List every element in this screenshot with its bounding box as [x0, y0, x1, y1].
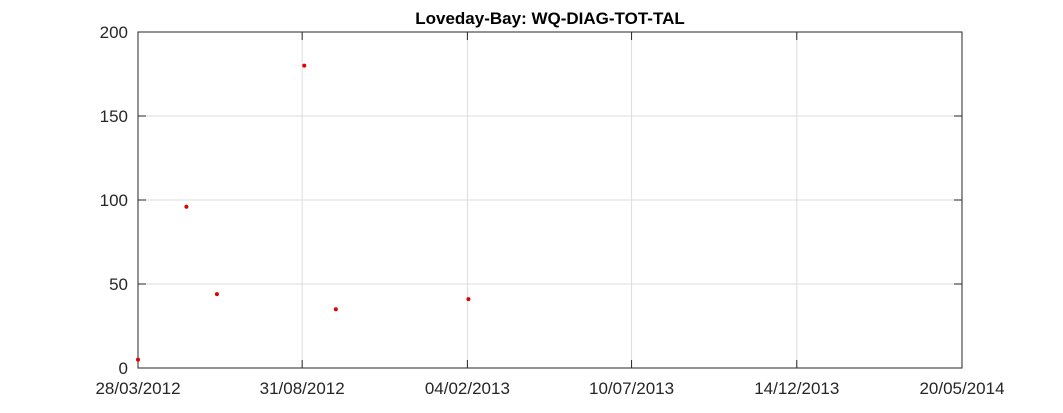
- data-point: [214, 292, 219, 297]
- x-tick-label: 04/02/2013: [425, 379, 510, 398]
- y-tick-labels: 0 50 100 150 200: [100, 23, 128, 378]
- y-tick-label: 150: [100, 107, 128, 126]
- y-tick-label: 50: [109, 275, 128, 294]
- x-tick-labels: 28/03/2012 31/08/2012 04/02/2013 10/07/2013…: [95, 379, 1004, 398]
- tick-marks: [137, 31, 963, 369]
- x-tick-label: 31/08/2012: [260, 379, 345, 398]
- data-point: [333, 307, 338, 312]
- x-tick-label: 28/03/2012: [95, 379, 180, 398]
- chart-title: Loveday-Bay: WQ-DIAG-TOT-TAL: [415, 9, 685, 28]
- data-point: [184, 204, 189, 209]
- y-tick-label: 100: [100, 191, 128, 210]
- data-point: [466, 297, 471, 302]
- data-points: [136, 63, 471, 362]
- data-point: [302, 63, 307, 68]
- x-tick-label: 10/07/2013: [589, 379, 674, 398]
- x-tick-label: 14/12/2013: [754, 379, 839, 398]
- y-tick-label: 0: [119, 359, 128, 378]
- data-point: [136, 357, 140, 362]
- x-tick-label: 20/05/2014: [919, 379, 1004, 398]
- y-tick-label: 200: [100, 23, 128, 42]
